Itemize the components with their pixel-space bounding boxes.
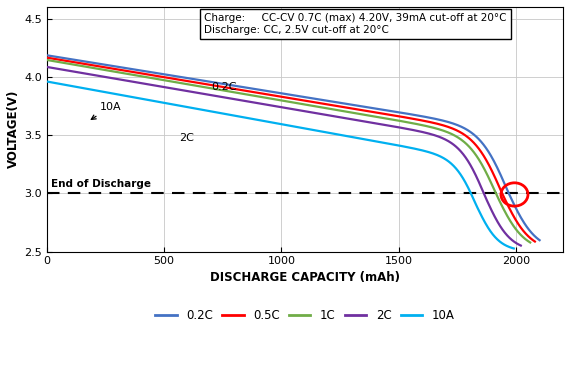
Text: 0.2C: 0.2C [211,82,237,92]
Legend: 0.2C, 0.5C, 1C, 2C, 10A: 0.2C, 0.5C, 1C, 2C, 10A [150,304,459,326]
X-axis label: DISCHARGE CAPACITY (mAh): DISCHARGE CAPACITY (mAh) [210,270,400,284]
Text: End of Discharge: End of Discharge [51,179,151,189]
Text: Charge:     CC-CV 0.7C (max) 4.20V, 39mA cut-off at 20°C
Discharge: CC, 2.5V cut: Charge: CC-CV 0.7C (max) 4.20V, 39mA cut… [204,13,507,35]
Text: 10A: 10A [91,102,121,119]
Y-axis label: VOLTAGE(V): VOLTAGE(V) [7,90,20,168]
Text: 2C: 2C [180,134,194,143]
